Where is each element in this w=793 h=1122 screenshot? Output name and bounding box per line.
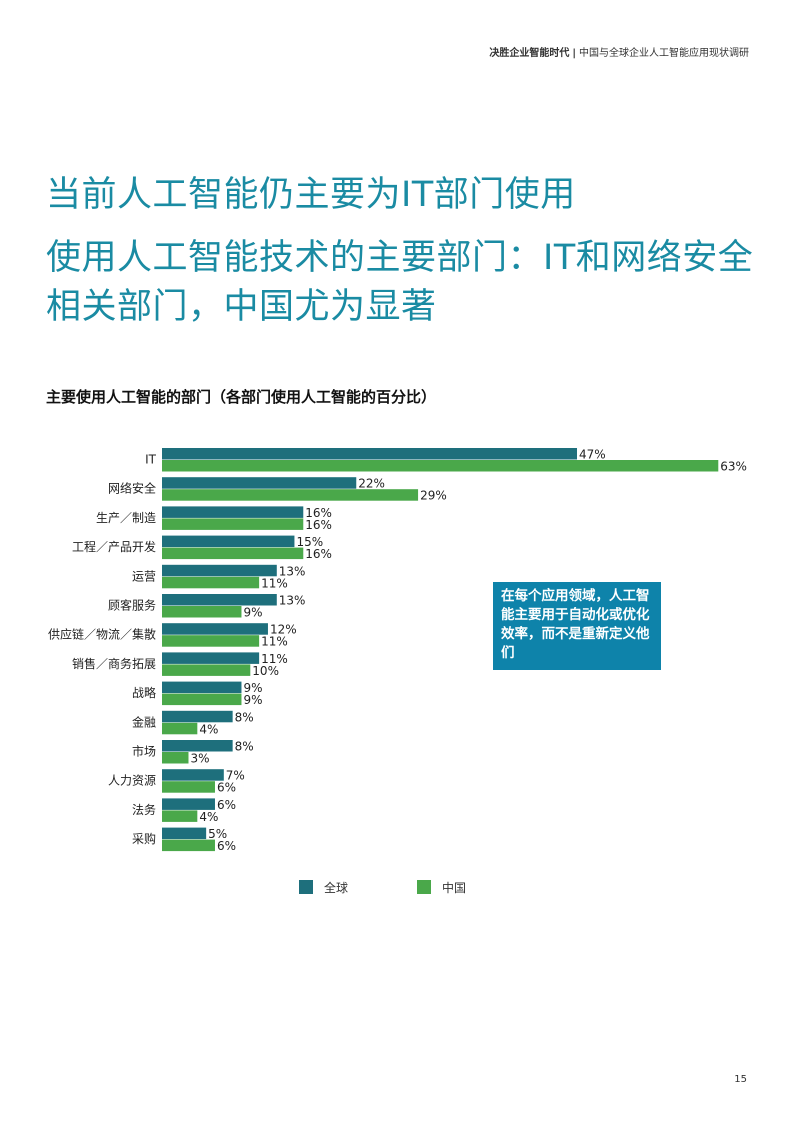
bar-global [162, 798, 215, 810]
category-label: IT [145, 453, 157, 467]
page-subheadline: 使用人工智能技术的主要部门：IT和网络安全相关部门，中国尤为显著 [46, 238, 754, 327]
bar-china [162, 664, 251, 676]
legend-swatch-china [417, 880, 431, 894]
bar-global [162, 564, 277, 577]
bar-china [162, 635, 260, 647]
report-subtitle: 中国与全球企业人工智能应用现状调研 [579, 48, 749, 59]
bar-global [162, 652, 260, 664]
data-label: 13% [279, 564, 306, 578]
bar-global [162, 594, 277, 606]
data-label: 11% [261, 576, 288, 590]
data-label: 12% [270, 623, 297, 637]
data-label: 15% [296, 535, 323, 549]
bar-china [162, 576, 260, 589]
data-label: 16% [305, 547, 332, 561]
category-label: 销售／商务拓展 [72, 656, 156, 671]
data-label: 4% [199, 810, 218, 824]
legend-label: 中国 [442, 880, 466, 895]
category-label: 市场 [132, 744, 156, 759]
data-label: 47% [579, 448, 606, 462]
category-label: 工程／产品开发 [72, 539, 156, 554]
category-label: 法务 [132, 802, 156, 817]
category-label: 战略 [132, 685, 156, 700]
data-label: 13% [279, 594, 306, 608]
data-label: 5% [208, 827, 227, 841]
data-label: 7% [226, 769, 245, 783]
data-label: 9% [243, 681, 262, 695]
bar-china [162, 752, 189, 764]
category-label: 生产／制造 [96, 511, 156, 525]
bar-china [162, 693, 242, 706]
page-number: 15 [734, 1074, 747, 1085]
bar-china [162, 547, 304, 560]
bar-global [162, 827, 207, 840]
data-label: 16% [305, 506, 332, 520]
data-label: 6% [217, 781, 236, 795]
bar-china [162, 810, 198, 822]
legend-label: 全球 [324, 880, 348, 895]
callout-box: 在每个应用领域，人工智能主要用于自动化或优化效率，而不是重新定义他们 [493, 582, 661, 670]
data-label: 6% [217, 839, 236, 853]
category-label: 供应链／物流／集散 [48, 627, 156, 642]
header-separator: | [572, 48, 576, 59]
bar-global [162, 477, 357, 489]
data-label: 8% [235, 740, 254, 754]
category-label: 采购 [132, 831, 156, 846]
bar-global [162, 506, 304, 518]
page-headline: 当前人工智能仍主要为IT部门使用 [46, 175, 576, 215]
bar-global [162, 740, 233, 752]
chart-title: 主要使用人工智能的部门（各部门使用人工智能的百分比） [46, 388, 437, 406]
data-label: 11% [261, 635, 288, 649]
bar-global [162, 448, 578, 460]
category-label: 金融 [132, 714, 156, 729]
data-label: 22% [358, 477, 385, 491]
data-label: 6% [217, 798, 236, 812]
bar-china [162, 489, 419, 501]
data-label: 3% [190, 752, 209, 766]
data-label: 10% [252, 664, 279, 678]
bar-china [162, 518, 304, 530]
data-label: 4% [199, 722, 218, 736]
category-label: 网络安全 [108, 481, 156, 496]
bar-global [162, 769, 224, 781]
data-label: 8% [235, 710, 254, 724]
category-label: 顾客服务 [108, 598, 156, 613]
data-label: 9% [243, 606, 262, 620]
legend-swatch-global [299, 880, 313, 894]
running-header: 决胜企业智能时代 | 中国与全球企业人工智能应用现状调研 [489, 44, 749, 59]
report-title: 决胜企业智能时代 [489, 48, 570, 59]
data-label: 11% [261, 652, 288, 666]
bar-china [162, 460, 719, 472]
data-label: 29% [420, 489, 447, 503]
bar-china [162, 722, 198, 735]
data-label: 9% [243, 693, 262, 707]
bar-china [162, 781, 215, 793]
bar-global [162, 710, 233, 723]
category-label: 人力资源 [108, 774, 156, 788]
data-label: 63% [720, 460, 747, 474]
category-label: 运营 [132, 569, 156, 583]
bar-china [162, 606, 242, 618]
data-label: 16% [305, 518, 332, 532]
bar-global [162, 535, 295, 548]
bar-china [162, 839, 215, 852]
bar-global [162, 681, 242, 694]
bar-global [162, 623, 268, 635]
